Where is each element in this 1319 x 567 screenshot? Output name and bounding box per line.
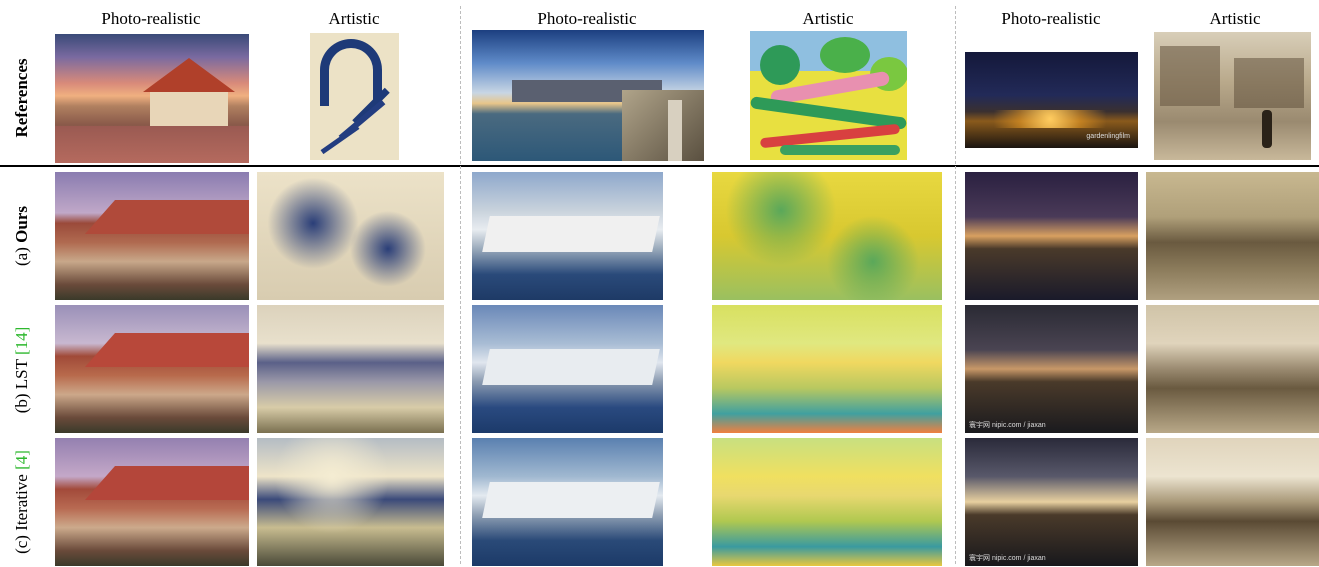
header-col5: Photo-realistic	[1001, 9, 1101, 28]
iterative-ship-artistic	[712, 438, 942, 566]
ref-image-ink	[310, 33, 399, 160]
lst-prefix: (b) LST	[12, 355, 31, 414]
group-separator-2	[955, 6, 956, 564]
ours-prefix: (a)	[12, 242, 31, 266]
watermark-iterative-town: 寰宇网 nipic.com / jiaxan	[969, 555, 1046, 562]
ours-town-artistic	[1146, 172, 1319, 300]
lst-ship-photo	[472, 305, 663, 433]
lst-town-artistic	[1146, 305, 1319, 433]
header-col1: Photo-realistic	[101, 9, 201, 28]
iterative-temple-artistic	[257, 438, 444, 566]
iterative-temple-photo	[55, 438, 249, 566]
row-label-lst: (b) LST [14]	[12, 327, 32, 414]
watermark-lst-town: 寰宇网 nipic.com / jiaxan	[969, 422, 1046, 429]
iter-prefix: (c) Iterative	[12, 469, 31, 554]
ours-ship-artistic	[712, 172, 942, 300]
header-col2: Artistic	[328, 9, 380, 28]
ref-image-sepia-street	[1154, 32, 1311, 160]
ref-image-temple	[55, 34, 249, 163]
lst-cite: [14]	[12, 326, 31, 356]
group-separator-1	[460, 6, 461, 564]
header-col6: Artistic	[1209, 9, 1261, 28]
ours-temple-artistic	[257, 172, 444, 300]
lst-ship-artistic	[712, 305, 942, 433]
iterative-ship-photo	[472, 438, 663, 566]
row-label-ours: (a) Ours	[12, 206, 32, 266]
ref-image-carrier	[472, 30, 704, 161]
watermark-night-ref: gardenlingfilm	[1086, 133, 1130, 140]
ours-town-photo	[965, 172, 1138, 300]
ref-image-night-city: gardenlingfilm	[965, 52, 1138, 148]
ours-name: Ours	[12, 206, 31, 243]
iterative-town-photo: 寰宇网 nipic.com / jiaxan	[965, 438, 1138, 566]
row-label-references: References	[12, 59, 32, 138]
lst-town-photo: 寰宇网 nipic.com / jiaxan	[965, 305, 1138, 433]
lst-temple-photo	[55, 305, 249, 433]
row-label-iterative: (c) Iterative [4]	[12, 450, 32, 554]
ref-image-abstract	[750, 31, 907, 160]
ours-temple-photo	[55, 172, 249, 300]
header-col3: Photo-realistic	[537, 9, 637, 28]
lst-temple-artistic	[257, 305, 444, 433]
references-text: References	[12, 58, 31, 138]
iterative-town-artistic	[1146, 438, 1319, 566]
references-divider	[0, 165, 1319, 167]
ours-ship-photo	[472, 172, 663, 300]
iter-cite: [4]	[12, 450, 31, 470]
header-col4: Artistic	[802, 9, 854, 28]
